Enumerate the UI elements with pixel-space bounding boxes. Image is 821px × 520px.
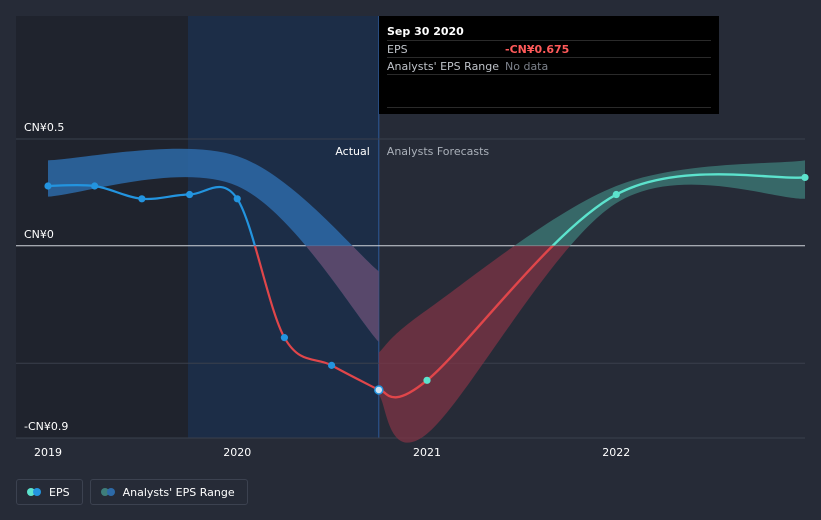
region-label-actual: Actual (335, 145, 369, 158)
forecast-line-positive (551, 173, 806, 246)
forecast-point-1 (612, 190, 620, 199)
legend: EPS Analysts' EPS Range (16, 479, 248, 507)
eps-point-3 (185, 190, 194, 199)
range-band-actual (48, 148, 379, 342)
tooltip-eps-row: EPS -CN¥0.675 (387, 40, 711, 58)
range-band-forecast-negative (378, 245, 571, 443)
tooltip-spacer-row (387, 74, 711, 108)
tooltip-range-row: Analysts' EPS Range No data (387, 57, 711, 75)
range-band-forecast-positive (514, 160, 805, 246)
eps-point-7 (374, 385, 384, 395)
forecast-point-0 (423, 376, 431, 384)
y-tick-label-2: -CN¥0.9 (24, 420, 68, 433)
eps-swatch-icon (27, 488, 41, 496)
eps-point-1 (91, 182, 99, 190)
x-tick-label-3: 2022 (602, 446, 630, 459)
eps-line-negative (253, 245, 380, 391)
x-tick-label-2: 2021 (413, 446, 441, 459)
tooltip-eps-label: EPS (387, 43, 408, 56)
eps-point-6 (328, 361, 336, 369)
y-tick-label-0: CN¥0.5 (24, 121, 64, 134)
tooltip-date: Sep 30 2020 (387, 25, 464, 38)
legend-range[interactable]: Analysts' EPS Range (89, 479, 248, 505)
eps-line-positive (47, 183, 257, 246)
x-tick-label-1: 2020 (223, 446, 251, 459)
eps-point-2 (138, 195, 146, 203)
eps-point-4 (233, 195, 241, 203)
eps-point-5 (280, 334, 289, 342)
region-label-forecast: Analysts Forecasts (387, 145, 490, 158)
tooltip: Sep 30 2020 EPS -CN¥0.675 Analysts' EPS … (379, 16, 719, 114)
actual-highlight (188, 16, 379, 438)
legend-range-label: Analysts' EPS Range (122, 485, 235, 499)
range-swatch-icon (100, 488, 115, 496)
x-tick-label-0: 2019 (34, 446, 62, 459)
legend-eps-label: EPS (49, 485, 70, 499)
eps-point-0 (44, 182, 52, 190)
tooltip-eps-value: -CN¥0.675 (505, 43, 570, 56)
tooltip-range-label: Analysts' EPS Range (387, 60, 500, 73)
legend-eps[interactable]: EPS (16, 479, 83, 505)
forecast-point-2 (801, 173, 809, 182)
forecast-line-negative (378, 245, 555, 399)
tooltip-range-value: No data (505, 60, 549, 73)
range-band-actual-negative (305, 245, 379, 342)
y-tick-label-1: CN¥0 (24, 228, 54, 241)
